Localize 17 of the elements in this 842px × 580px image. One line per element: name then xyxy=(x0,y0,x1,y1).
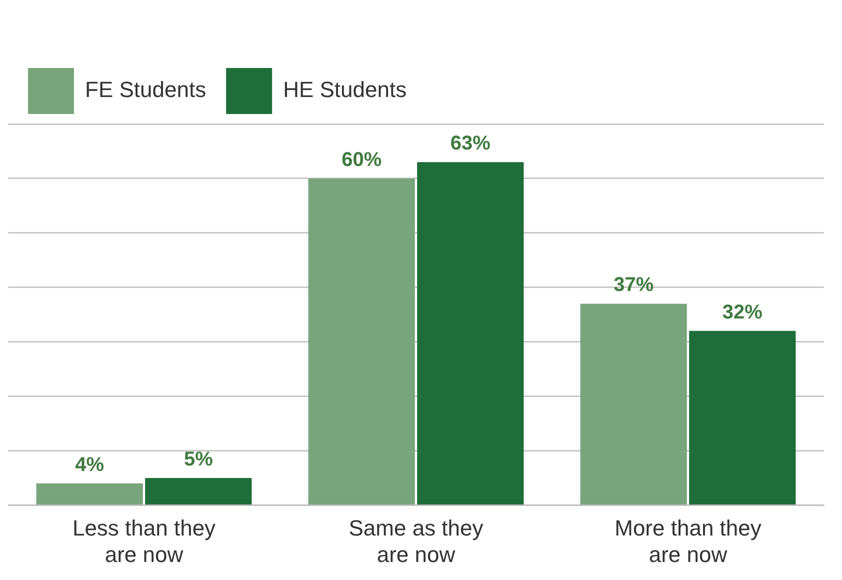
data-label: 4% xyxy=(75,454,104,476)
data-label: 37% xyxy=(614,274,654,296)
legend-label: HE Students xyxy=(283,77,407,102)
bar xyxy=(308,178,415,504)
bar xyxy=(580,304,687,504)
x-tick-label: More than they are now xyxy=(614,515,762,567)
data-label: 32% xyxy=(722,301,763,324)
data-label: 5% xyxy=(184,448,214,470)
bar xyxy=(145,478,252,504)
data-label: 60% xyxy=(342,148,382,171)
bar xyxy=(36,483,143,504)
bar xyxy=(689,330,796,504)
data-label: 63% xyxy=(450,132,491,155)
x-tick-label: Less than they are now xyxy=(72,515,216,567)
bar xyxy=(417,162,524,504)
legend-label: FE Students xyxy=(85,77,206,102)
x-tick-label: Same as they are now xyxy=(348,515,484,567)
